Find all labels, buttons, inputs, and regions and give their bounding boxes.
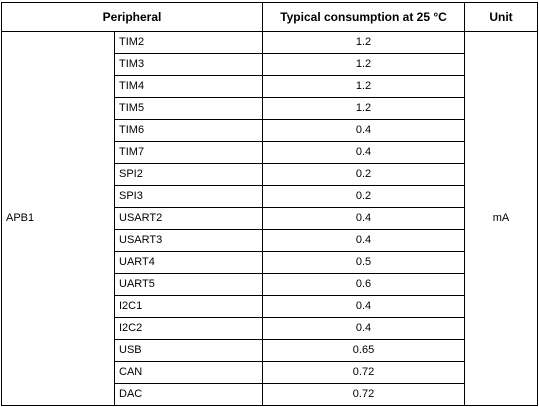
peripheral-name-cell: TIM7 bbox=[114, 141, 263, 164]
consumption-value-cell: 1.2 bbox=[262, 97, 465, 120]
peripheral-name-cell: TIM5 bbox=[114, 97, 263, 120]
table-row: UART5 0.6 bbox=[2, 273, 538, 296]
consumption-value-cell: 0.4 bbox=[262, 119, 465, 142]
consumption-value-cell: 0.2 bbox=[262, 163, 465, 186]
consumption-value-cell: 1.2 bbox=[262, 31, 465, 54]
header-consumption: Typical consumption at 25 °C bbox=[262, 2, 465, 32]
table-row: TIM7 0.4 bbox=[2, 141, 538, 164]
header-unit: Unit bbox=[464, 2, 538, 32]
table-row: CAN 0.72 bbox=[2, 361, 538, 384]
table-row: SPI2 0.2 bbox=[2, 163, 538, 186]
peripheral-name-cell: TIM2 bbox=[114, 31, 263, 54]
peripheral-name-cell: I2C1 bbox=[114, 295, 263, 318]
peripheral-name-cell: TIM3 bbox=[114, 53, 263, 76]
peripheral-name-cell: I2C2 bbox=[114, 317, 263, 340]
peripheral-name-cell: USART2 bbox=[114, 207, 263, 230]
peripheral-name-cell: SPI3 bbox=[114, 185, 263, 208]
table-row: USART3 0.4 bbox=[2, 229, 538, 252]
table-row: DAC 0.72 bbox=[2, 383, 538, 406]
table-row: I2C1 0.4 bbox=[2, 295, 538, 318]
table-row: TIM4 1.2 bbox=[2, 75, 538, 98]
header-row: Peripheral Typical consumption at 25 °C … bbox=[1, 2, 538, 32]
bus-group-cell: APB1 bbox=[1, 31, 115, 406]
consumption-value-cell: 0.4 bbox=[262, 207, 465, 230]
consumption-value-cell: 0.65 bbox=[262, 339, 465, 362]
consumption-value-cell: 0.2 bbox=[262, 185, 465, 208]
table-row: USART2 0.4 bbox=[2, 207, 538, 230]
peripheral-name-cell: USB bbox=[114, 339, 263, 362]
peripheral-name-cell: UART5 bbox=[114, 273, 263, 296]
unit-cell: mA bbox=[464, 31, 538, 406]
peripheral-name-cell: USART3 bbox=[114, 229, 263, 252]
consumption-value-cell: 0.4 bbox=[262, 317, 465, 340]
peripheral-name-cell: TIM6 bbox=[114, 119, 263, 142]
peripheral-name-cell: UART4 bbox=[114, 251, 263, 274]
consumption-value-cell: 0.72 bbox=[262, 383, 465, 406]
consumption-value-cell: 0.5 bbox=[262, 251, 465, 274]
peripheral-name-cell: CAN bbox=[114, 361, 263, 384]
header-peripheral: Peripheral bbox=[1, 2, 263, 32]
consumption-value-cell: 0.4 bbox=[262, 229, 465, 252]
table-row: APB1 TIM2 1.2 mA bbox=[1, 31, 538, 406]
consumption-value-cell: 1.2 bbox=[262, 75, 465, 98]
consumption-value-cell: 0.72 bbox=[262, 361, 465, 384]
consumption-value-cell: 0.4 bbox=[262, 141, 465, 164]
peripheral-name-cell: SPI2 bbox=[114, 163, 263, 186]
consumption-value-cell: 0.6 bbox=[262, 273, 465, 296]
table-row: TIM6 0.4 bbox=[2, 119, 538, 142]
consumption-value-cell: 0.4 bbox=[262, 295, 465, 318]
table-row: TIM3 1.2 bbox=[2, 53, 538, 76]
consumption-value-cell: 1.2 bbox=[262, 53, 465, 76]
peripheral-name-cell: TIM4 bbox=[114, 75, 263, 98]
peripheral-name-cell: DAC bbox=[114, 383, 263, 406]
